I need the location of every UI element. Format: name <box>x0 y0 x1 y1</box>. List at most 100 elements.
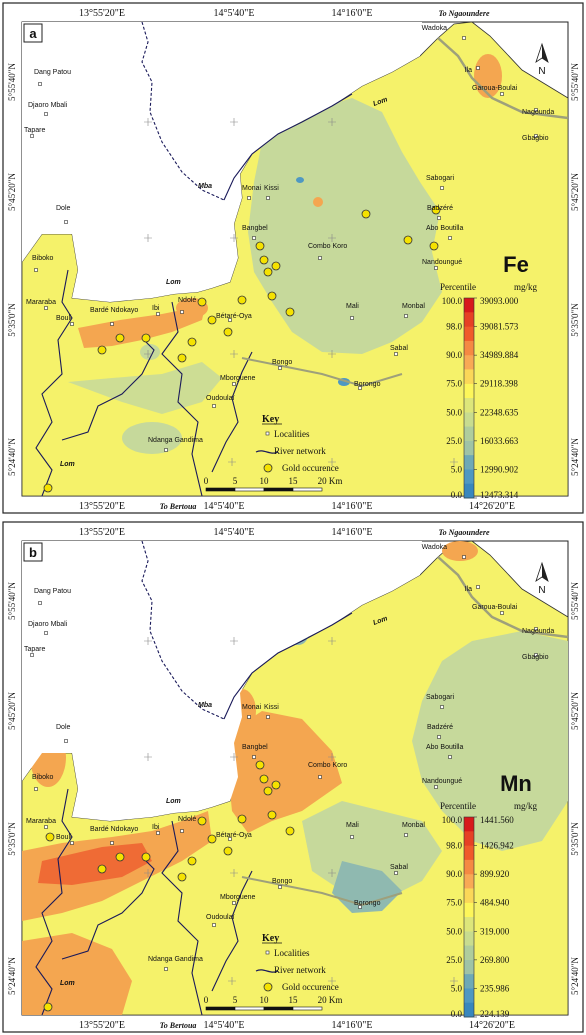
locality-label: Bangbel <box>242 744 268 751</box>
locality-label: Ndanga Gandima <box>148 956 203 963</box>
gold-occurrence-marker <box>207 834 217 844</box>
map-key: Key Localities River network Gold occurence <box>255 414 339 473</box>
locality-marker <box>30 653 34 657</box>
locality-marker <box>38 601 42 605</box>
locality-marker <box>278 885 282 889</box>
grid-cross <box>450 977 458 985</box>
map-svg-a: Lom Lom Lom Mba Wadoka Ila Garoua-Boulai Nagoun… <box>2 2 584 514</box>
panel-label-box <box>23 23 43 43</box>
legend-percentile-label: 90.0 <box>446 350 462 360</box>
locality-label: Borongo <box>354 900 381 907</box>
locality-label: Ndanga Gandima <box>148 437 203 444</box>
locality-marker <box>44 306 48 310</box>
direction-label-north: To Ngaoundere <box>438 528 489 537</box>
locality-marker <box>534 134 538 138</box>
map-study-area: Lom Lom Lom Mba Wadoka Ila Garoua-Boulai Nagoun… <box>22 22 568 496</box>
legend-color-blend <box>464 945 474 960</box>
locality-marker <box>34 787 38 791</box>
legend-percentile-label: 0.0 <box>451 1009 463 1019</box>
locality-label: Bétaré-Oya <box>216 832 252 839</box>
right-coordinate-label: 5°35'0"N <box>570 822 580 856</box>
north-arrow <box>535 42 549 63</box>
locality-label: Borongo <box>354 381 381 388</box>
locality-marker <box>476 66 480 70</box>
gold-occurrence-marker <box>187 856 197 866</box>
legend-percentile-label: 100.0 <box>442 815 463 825</box>
locality-marker <box>64 739 68 743</box>
locality-label: Ndolé <box>178 816 196 823</box>
locality-marker <box>437 735 441 739</box>
locality-marker <box>164 448 168 452</box>
locality-marker <box>266 196 270 200</box>
left-coordinate-label: 5°24'40"N <box>7 438 17 476</box>
legend-value-label: 1426.942 <box>480 841 514 851</box>
legend: Percentile mg/kg 100.0 98.0 90.0 75.0 50.0 25.0… <box>440 282 538 500</box>
locality-label: Nandoungué <box>422 778 462 785</box>
locality-marker <box>70 322 74 326</box>
river-line <box>211 351 253 473</box>
locality-marker <box>278 366 282 370</box>
left-coordinate-label: 5°45'20"N <box>7 173 17 211</box>
mn-redorange-band <box>38 843 152 885</box>
scale-tick-label: 15 <box>289 995 299 1005</box>
legend-percentile-label: 75.0 <box>446 379 462 389</box>
key-river-symbol <box>255 450 279 454</box>
legend-value-label: 16033.663 <box>480 436 519 446</box>
gold-occurrence-marker <box>223 846 233 856</box>
right-coordinate-label: 5°35'0"N <box>570 303 580 337</box>
locality-label: Bardé Ndokayo <box>90 307 138 314</box>
locality-marker <box>156 312 160 316</box>
scale-segment <box>263 1006 294 1011</box>
locality-marker <box>358 905 362 909</box>
key-gold-symbol <box>263 463 273 473</box>
gold-occurrence-marker <box>237 295 247 305</box>
locality-marker <box>318 775 322 779</box>
left-coordinate-label: 5°45'20"N <box>7 692 17 730</box>
locality-marker <box>394 871 398 875</box>
locality-marker <box>266 715 270 719</box>
locality-marker <box>434 266 438 270</box>
scale-segment <box>292 1006 323 1011</box>
locality-label: Bongo <box>272 359 292 366</box>
gold-occurrence-marker <box>403 235 413 245</box>
locality-label: Gbagbio <box>522 654 549 661</box>
locality-label: Biboko <box>32 255 54 262</box>
legend-value-label: 899.920 <box>480 869 510 879</box>
gold-occurrence-marker <box>45 832 55 842</box>
locality-label: Mararaba <box>26 818 56 825</box>
locality-marker <box>534 627 538 631</box>
locality-label: Tapare <box>24 127 46 134</box>
gold-occurrence-marker <box>259 774 269 784</box>
legend-header-unit: mg/kg <box>514 282 538 292</box>
grid-cross <box>230 753 238 761</box>
legend-value-label: 29118.398 <box>480 379 518 389</box>
gold-occurrence-marker <box>187 337 197 347</box>
legend-percentile-label: 98.0 <box>446 841 462 851</box>
locality-marker <box>462 36 466 40</box>
river-line <box>161 301 203 496</box>
grid-cross <box>328 234 336 242</box>
scale-tick-label: 5 <box>233 476 238 486</box>
gold-occurrence-marker <box>115 852 125 862</box>
gold-occurrence-marker <box>271 261 281 271</box>
river-line <box>61 337 155 441</box>
mn-orange-wadoka <box>442 541 478 561</box>
key-river-symbol <box>255 969 279 973</box>
grid-cross <box>144 350 152 358</box>
locality-label: Badzéré <box>427 724 453 731</box>
legend-color-blend <box>464 974 474 989</box>
locality-marker <box>252 236 256 240</box>
key-locality-symbol <box>265 431 270 436</box>
grid-cross <box>230 118 238 126</box>
legend-percentile-label: 90.0 <box>446 869 462 879</box>
grid-cross <box>328 458 336 466</box>
locality-label: Abo Boutilla <box>426 225 463 232</box>
gold-occurrence-marker <box>259 255 269 265</box>
scale-segment <box>263 487 294 492</box>
locality-marker <box>164 967 168 971</box>
locality-marker <box>38 82 42 86</box>
right-coordinate-label: 5°24'40"N <box>570 957 580 995</box>
locality-label: Wadoka <box>422 544 448 551</box>
map-svg-b: Lom Lom Lom Mba Wadoka Ila Garoua-Boulai Nagoun… <box>2 521 584 1033</box>
left-coordinate-label: 5°24'40"N <box>7 957 17 995</box>
